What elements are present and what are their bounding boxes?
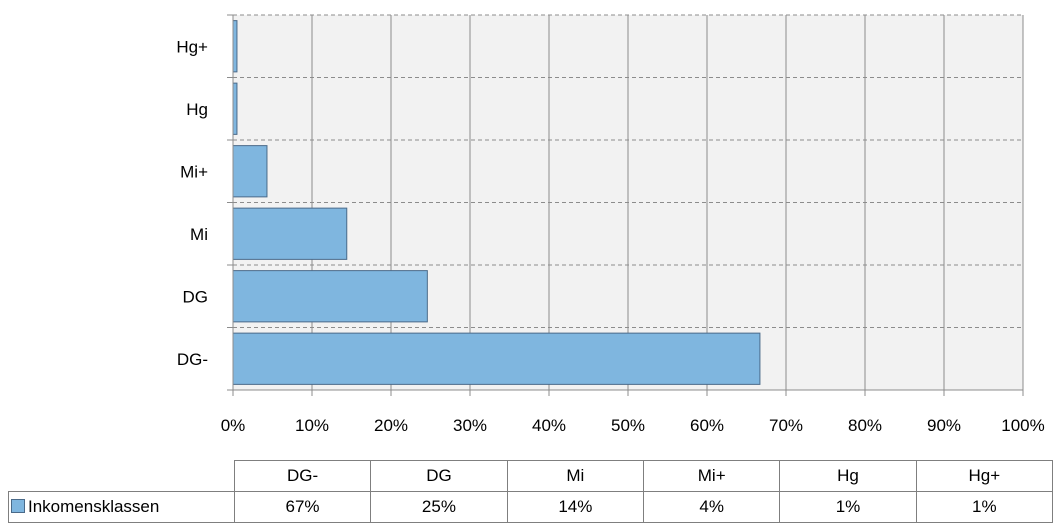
- table-value-cell: 25%: [370, 491, 508, 523]
- x-tick-label: 50%: [611, 416, 645, 435]
- bar: [232, 332, 761, 385]
- bar: [232, 207, 348, 260]
- y-category-label: Mi: [190, 225, 208, 244]
- table-header-cell: DG: [370, 460, 508, 492]
- bar: [232, 82, 238, 135]
- table-value-cell: 1%: [779, 491, 917, 523]
- bar: [232, 270, 428, 323]
- table-header-cell: Hg: [779, 460, 917, 492]
- table-header-cell: Mi: [506, 460, 645, 492]
- series-name: Inkomensklassen: [28, 497, 160, 516]
- table-header-cell: DG-: [233, 460, 372, 492]
- table-header-cell: Mi+: [643, 460, 781, 492]
- table-value-cell: 67%: [233, 491, 372, 523]
- y-category-label: DG-: [177, 350, 208, 369]
- table-value-cell: 14%: [506, 491, 645, 523]
- x-tick-label: 80%: [848, 416, 882, 435]
- legend-key-icon: [11, 499, 25, 514]
- table-row: Inkomensklassen 67% 25% 14% 4% 1% 1%: [8, 491, 1053, 523]
- x-tick-label: 70%: [769, 416, 803, 435]
- y-category-label: Mi+: [180, 162, 208, 181]
- bar-chart: 0% 10% 20% 30% 40% 50% 60% 70% 80% 90% 100% DG- DG M…: [176, 14, 1045, 435]
- x-tick-label: 100%: [1001, 416, 1044, 435]
- table-header-cell: Hg+: [915, 460, 1053, 492]
- y-category-label: Hg+: [176, 37, 208, 56]
- series-label-cell: Inkomensklassen: [8, 491, 235, 523]
- data-table: DG- DG Mi Mi+ Hg Hg+ Inkomensklassen 67% 25% 14…: [8, 460, 1053, 523]
- bar: [232, 145, 268, 198]
- table-corner: [8, 460, 235, 492]
- table-value-cell: 4%: [643, 491, 781, 523]
- table-header-row: DG- DG Mi Mi+ Hg Hg+: [8, 460, 1053, 492]
- y-category-label: DG: [183, 287, 209, 306]
- x-tick-label: 0%: [221, 416, 246, 435]
- x-tick-label: 90%: [927, 416, 961, 435]
- x-tick-label: 30%: [453, 416, 487, 435]
- bar: [232, 20, 238, 73]
- x-tick-label: 10%: [295, 416, 329, 435]
- table-value-cell: 1%: [915, 491, 1053, 523]
- x-tick-label: 60%: [690, 416, 724, 435]
- y-category-label: Hg: [186, 100, 208, 119]
- x-tick-label: 20%: [374, 416, 408, 435]
- x-tick-label: 40%: [532, 416, 566, 435]
